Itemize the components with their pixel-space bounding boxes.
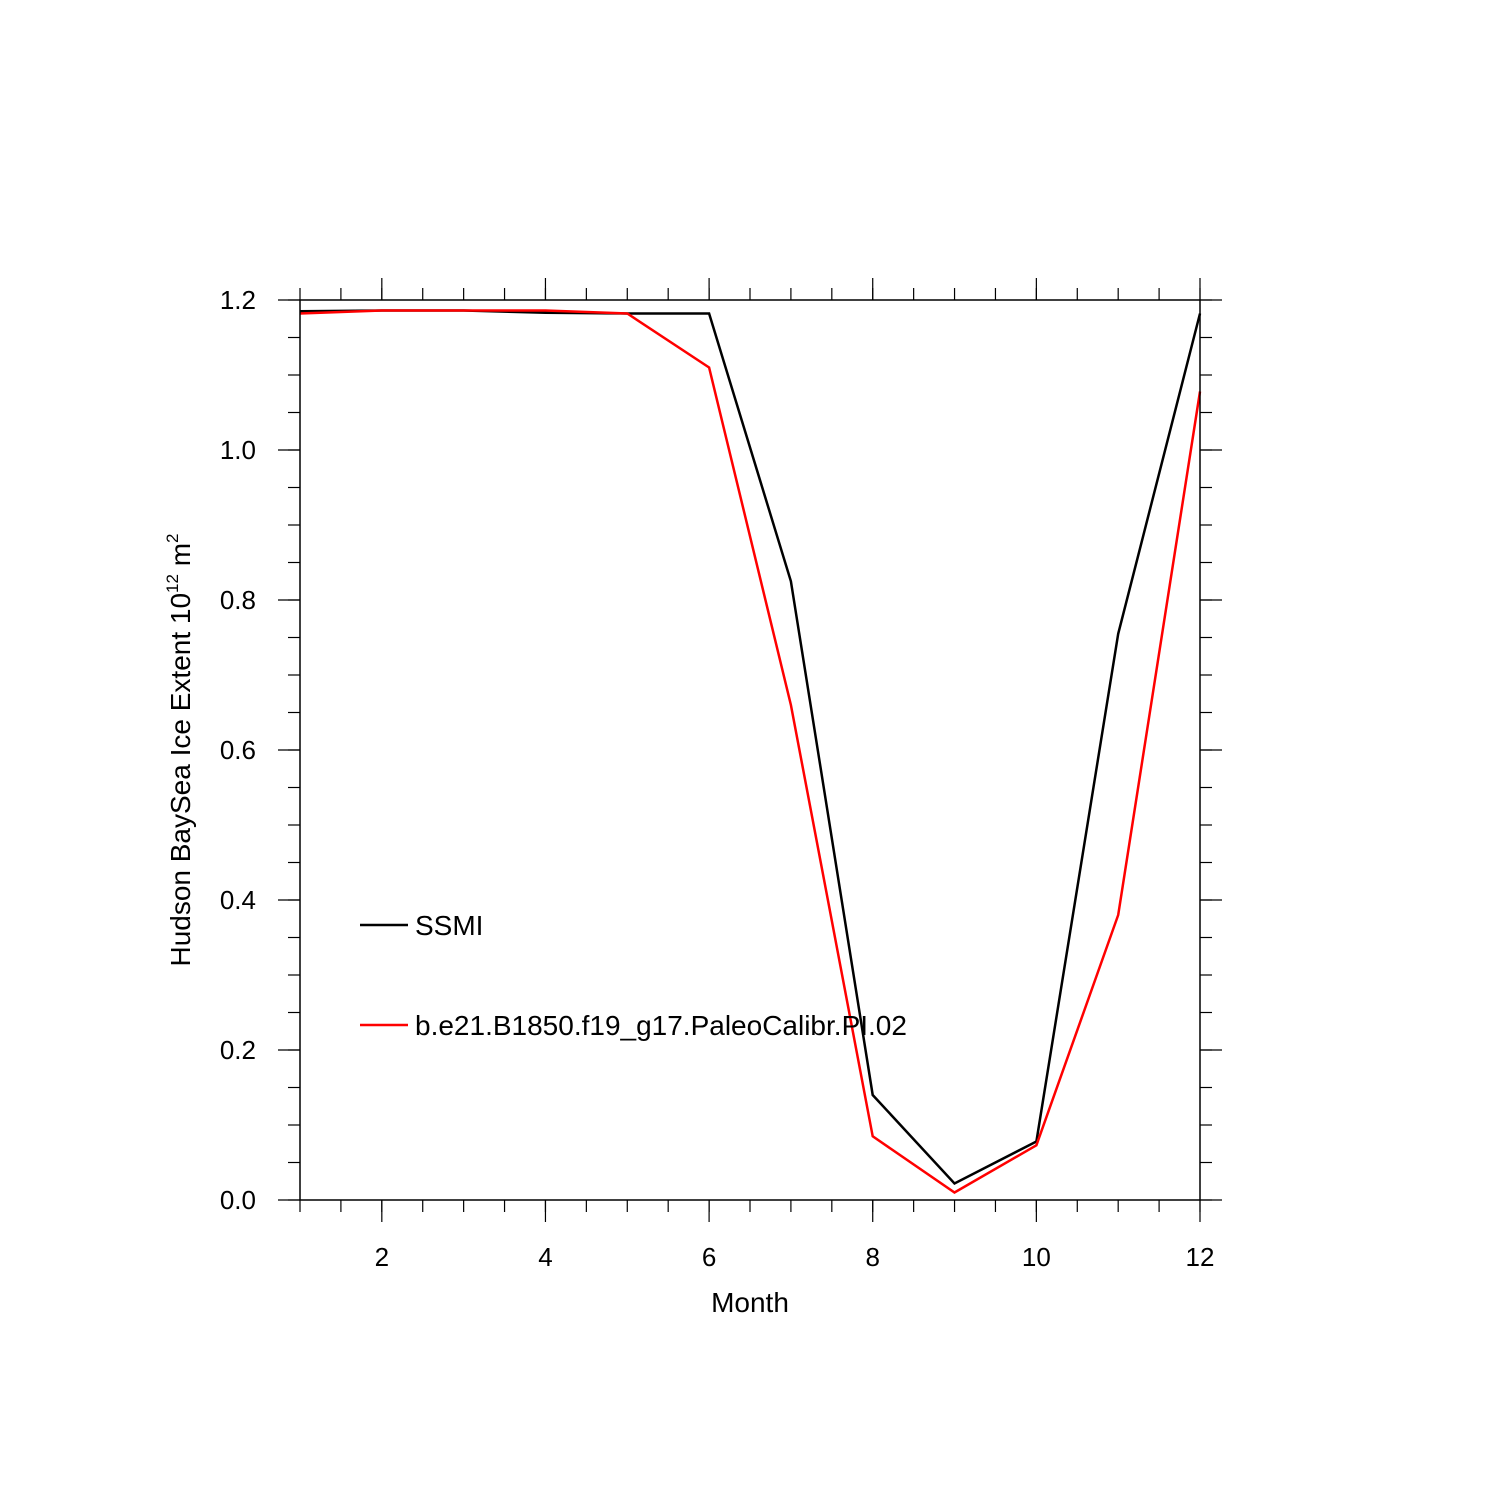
series-line-model <box>299 309 1202 1194</box>
y-axis-title: Hudson BaySea Ice Extent 1012 m2 <box>163 533 196 966</box>
x-tick-label: 6 <box>702 1242 716 1272</box>
legend-label-ssmi: SSMI <box>415 910 483 941</box>
y-tick-label: 0.6 <box>220 735 256 765</box>
tick-labels: 2 4 6 8 10 12 0.0 0.2 0.4 0.6 0.8 1.0 1.2 <box>220 285 1215 1272</box>
x-tick-label: 10 <box>1022 1242 1051 1272</box>
legend: SSMI b.e21.B1850.f19_g17.PaleoCalibr.PI.… <box>360 910 907 1041</box>
x-axis-title: Month <box>711 1287 789 1318</box>
legend-label-model: b.e21.B1850.f19_g17.PaleoCalibr.PI.02 <box>415 1010 907 1041</box>
y-tick-label: 0.8 <box>220 585 256 615</box>
series-line-ssmi <box>299 309 1202 1186</box>
y-axis-title-main: Hudson BaySea Ice Extent 10 <box>165 593 196 967</box>
y-tick-label: 1.0 <box>220 435 256 465</box>
x-tick-label: 12 <box>1186 1242 1215 1272</box>
x-tick-label: 2 <box>375 1242 389 1272</box>
plot-frame <box>299 299 1201 1201</box>
series-lines <box>299 309 1202 1194</box>
y-axis-title-sup2: 2 <box>163 533 182 542</box>
y-tick-label: 0.2 <box>220 1035 256 1065</box>
x-tick-label: 4 <box>538 1242 552 1272</box>
x-tick-label: 8 <box>865 1242 879 1272</box>
y-tick-label: 1.2 <box>220 285 256 315</box>
y-axis-title-sup1: 12 <box>163 574 182 593</box>
y-tick-label: 0.0 <box>220 1185 256 1215</box>
y-axis-title-mid: m <box>165 543 196 574</box>
y-tick-label: 0.4 <box>220 885 256 915</box>
axis-ticks <box>278 278 1222 1222</box>
